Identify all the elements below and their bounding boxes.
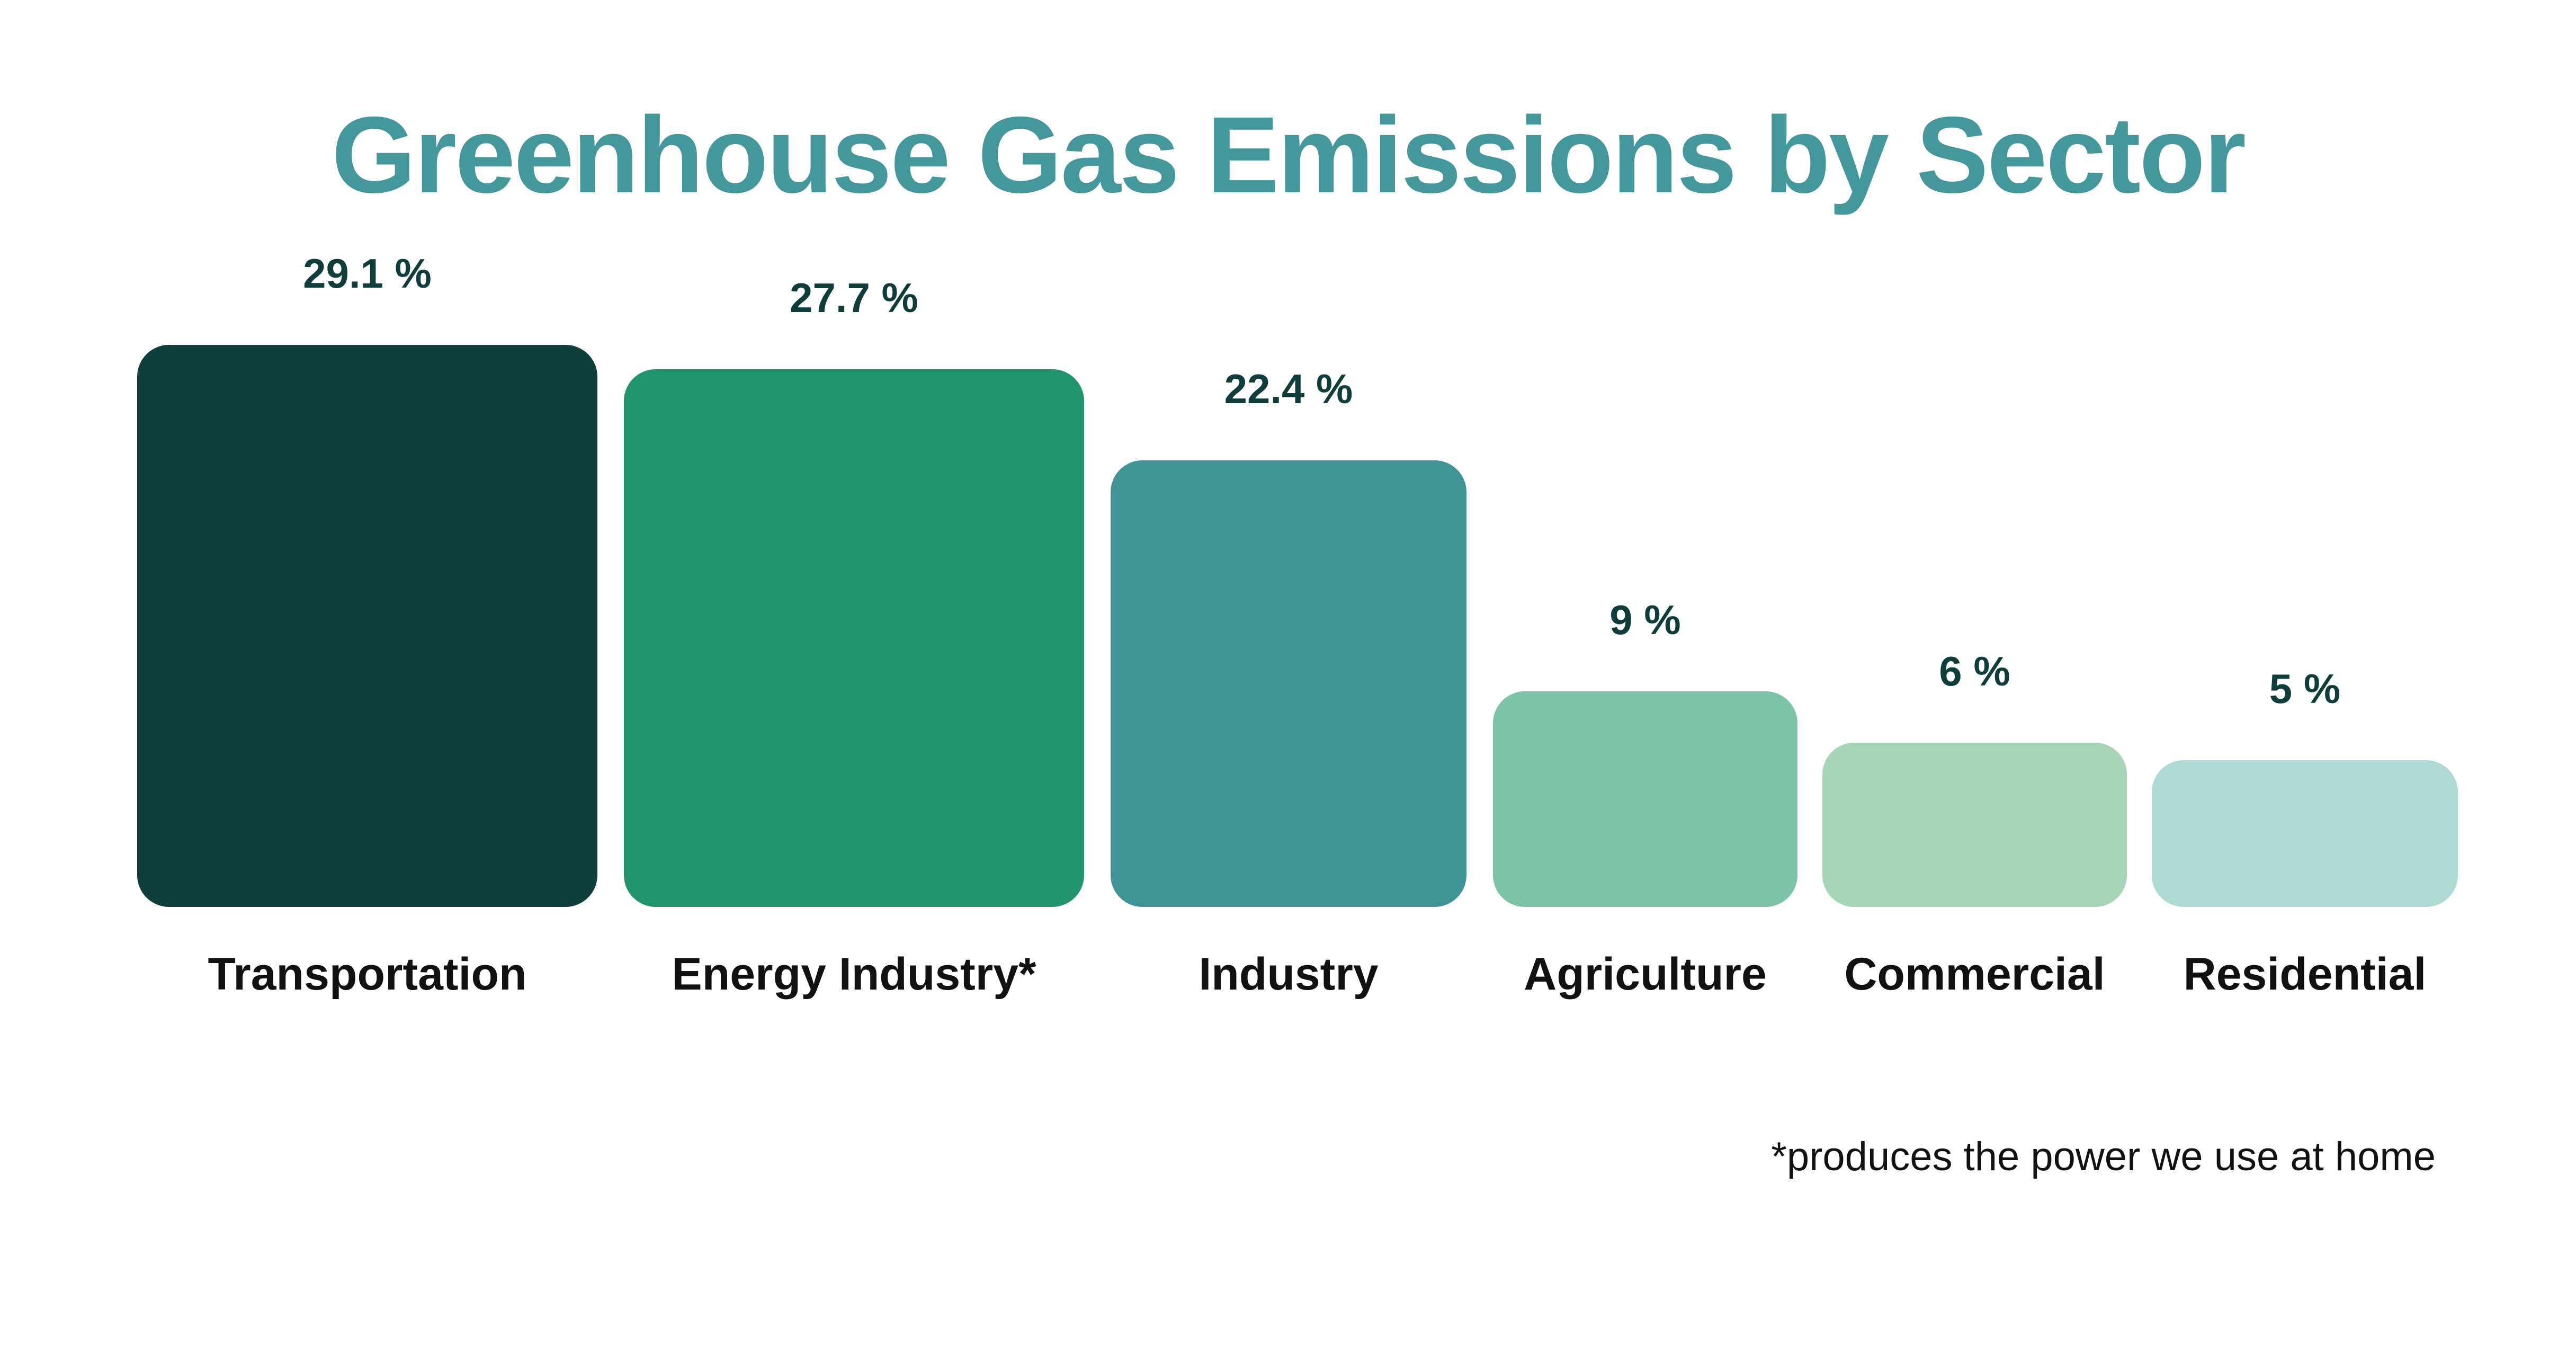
- category-label: Energy Industry*: [672, 949, 1036, 1000]
- category-label: Agriculture: [1524, 949, 1767, 1000]
- value-label: 6 %: [1939, 648, 2010, 694]
- chart-title: Greenhouse Gas Emissions by Sector: [331, 94, 2246, 216]
- bar-industry: [1111, 460, 1466, 907]
- category-label: Industry: [1198, 949, 1379, 1000]
- footnote: *produces the power we use at home: [1771, 1134, 2436, 1179]
- category-label: Transportation: [208, 949, 527, 1000]
- value-label: 9 %: [1609, 596, 1681, 643]
- bar-residential: [2152, 760, 2458, 907]
- value-label: 5 %: [2269, 665, 2341, 712]
- bar-transportation: [137, 345, 597, 907]
- value-label: 22.4 %: [1224, 366, 1353, 412]
- bar-commercial: [1822, 743, 2127, 907]
- value-label: 27.7 %: [790, 274, 918, 321]
- bar-energy-industry: [624, 369, 1084, 907]
- bar-agriculture: [1493, 691, 1797, 907]
- category-label: Commercial: [1844, 949, 2105, 1000]
- value-label: 29.1 %: [303, 250, 432, 297]
- category-label: Residential: [2183, 949, 2427, 1000]
